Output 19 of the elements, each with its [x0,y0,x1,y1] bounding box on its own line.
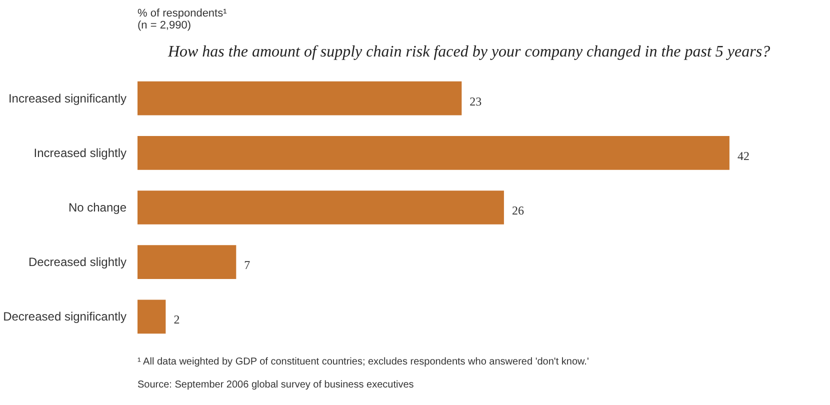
data-label: 7 [244,258,250,272]
chart-subtitle: % of respondents¹ (n = 2,990) [138,8,228,32]
y-tick-label: Decreased significantly [3,310,127,324]
bar [138,81,462,116]
y-tick-label: Increased significantly [8,91,126,106]
bar [138,190,504,224]
bar [138,136,730,170]
data-label: 42 [737,148,750,163]
data-label: 23 [470,94,482,108]
source-note: Source: September 2006 global survey of business executives [138,380,414,390]
chart-title: How has the amount of supply chain risk faced by your company changed in the past 5 years? [166,44,770,60]
bar [138,300,166,334]
data-label: 2 [174,312,180,327]
y-tick-label: Decreased slightly [28,255,126,270]
text: ¹ All data weighted by GDP of constituent countries; excludes respondents who answered 'don't know.' [138,356,589,368]
y-tick-label: Increased slightly [34,146,127,160]
bar [138,245,236,280]
data-label: 26 [512,204,524,218]
y-tick-label: No change [68,200,127,214]
